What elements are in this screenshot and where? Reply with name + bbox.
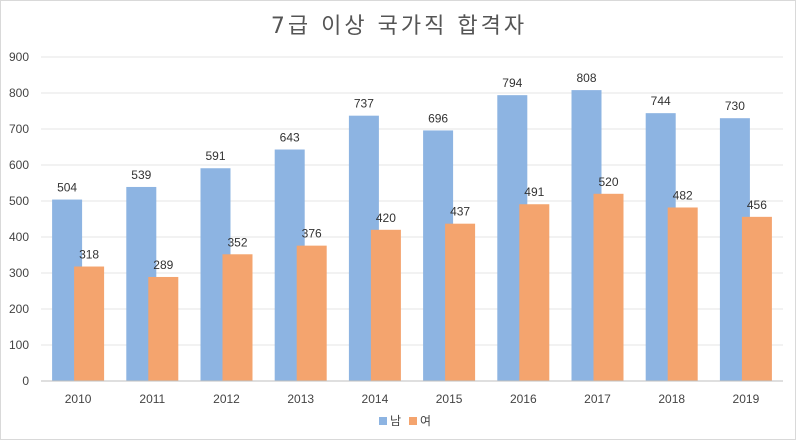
data-label-male-2015: 696: [428, 111, 448, 125]
y-tick-label: 0: [22, 374, 29, 388]
bar-female-2018: [667, 207, 698, 381]
data-label-male-2019: 730: [725, 99, 745, 113]
x-tick-label: 2010: [65, 392, 92, 406]
bar-female-2015: [445, 223, 476, 381]
bar-female-2016: [519, 204, 550, 381]
y-tick-label: 100: [9, 338, 29, 352]
legend-swatch-male: [379, 417, 387, 425]
bar-female-2019: [741, 216, 772, 381]
data-label-female-2011: 289: [153, 258, 173, 272]
data-label-female-2018: 482: [673, 188, 693, 202]
x-tick-label: 2011: [139, 392, 165, 406]
data-label-male-2012: 591: [205, 149, 225, 163]
bar-female-2012: [222, 254, 253, 381]
y-tick-label: 400: [9, 230, 29, 244]
data-label-male-2016: 794: [502, 76, 522, 90]
bar-female-2014: [370, 229, 401, 381]
bar-female-2010: [74, 266, 105, 381]
y-tick-label: 900: [9, 50, 29, 64]
y-tick-label: 300: [9, 266, 29, 280]
data-label-female-2010: 318: [79, 248, 99, 262]
x-tick-label: 2015: [436, 392, 463, 406]
y-tick-label: 600: [9, 158, 29, 172]
data-label-female-2019: 456: [747, 198, 767, 212]
bar-female-2017: [593, 193, 624, 381]
data-label-male-2017: 808: [576, 71, 596, 85]
legend-swatch-female: [409, 417, 417, 425]
data-label-female-2015: 437: [450, 205, 470, 219]
data-label-male-2013: 643: [280, 131, 300, 145]
data-label-female-2016: 491: [524, 185, 544, 199]
data-label-male-2011: 539: [131, 168, 151, 182]
y-tick-label: 200: [9, 302, 29, 316]
data-label-female-2012: 352: [227, 235, 247, 249]
x-tick-label: 2018: [658, 392, 685, 406]
x-tick-label: 2016: [510, 392, 537, 406]
x-tick-label: 2014: [362, 392, 389, 406]
chart-title: 7급 이상 국가직 합격자: [271, 14, 527, 39]
bar-female-2011: [148, 276, 179, 381]
data-label-male-2010: 504: [57, 181, 77, 195]
legend-label-male: 남: [390, 414, 401, 428]
y-tick-label: 500: [9, 194, 29, 208]
y-tick-label: 800: [9, 86, 29, 100]
data-label-male-2018: 744: [651, 94, 671, 108]
legend-label-female: 여: [420, 414, 431, 428]
data-label-male-2014: 737: [354, 97, 374, 111]
x-tick-label: 2019: [733, 392, 760, 406]
y-axis: 0 100 200 300 400 500 600 700 800 900: [9, 50, 29, 388]
legend: 남 여: [379, 414, 431, 428]
bar-female-2013: [296, 245, 327, 381]
x-axis: 2010 2011 2012 2013 2014 2015 2016 2017 2018 2019: [41, 380, 783, 406]
y-tick-label: 700: [9, 122, 29, 136]
bars: 504 318 539 289 591 352 643 376 737 420 696 437 794 4…: [52, 71, 772, 382]
data-label-female-2014: 420: [376, 211, 396, 225]
x-tick-label: 2012: [213, 392, 240, 406]
x-tick-label: 2017: [584, 392, 611, 406]
x-tick-label: 2013: [287, 392, 314, 406]
data-label-female-2017: 520: [598, 175, 618, 189]
data-label-female-2013: 376: [302, 227, 322, 241]
